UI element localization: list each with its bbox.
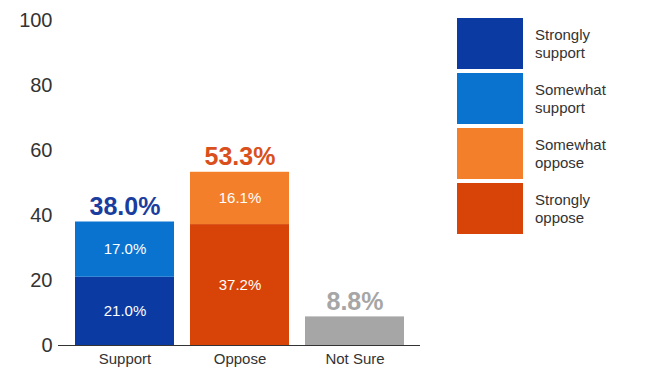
svg-text:21.0%: 21.0%: [104, 302, 147, 319]
svg-text:0: 0: [41, 334, 52, 356]
svg-text:100: 100: [19, 9, 52, 31]
html-text:Somewhat support: Somewhat support: [535, 80, 606, 116]
svg-text:38.0%: 38.0%: [90, 192, 161, 220]
svg-text:Support: Support: [99, 350, 152, 367]
svg-text:53.3%: 53.3%: [205, 142, 276, 170]
html-text:Strongly oppose: Strongly oppose: [535, 190, 590, 226]
svg-text:60: 60: [30, 139, 52, 161]
svg-text:Not Sure: Not Sure: [325, 350, 384, 367]
svg-text:8.8%: 8.8%: [327, 287, 384, 315]
svg-text:17.0%: 17.0%: [104, 240, 147, 257]
svg-text:80: 80: [30, 74, 52, 96]
html-text:Strongly support: Strongly support: [535, 25, 590, 61]
svg-text:37.2%: 37.2%: [219, 276, 262, 293]
svg-text:20: 20: [30, 269, 52, 291]
svg-text:40: 40: [30, 204, 52, 226]
html-text:Somewhat oppose: Somewhat oppose: [535, 135, 606, 171]
svg-text:Oppose: Oppose: [214, 350, 267, 367]
svg-text:16.1%: 16.1%: [219, 189, 262, 206]
